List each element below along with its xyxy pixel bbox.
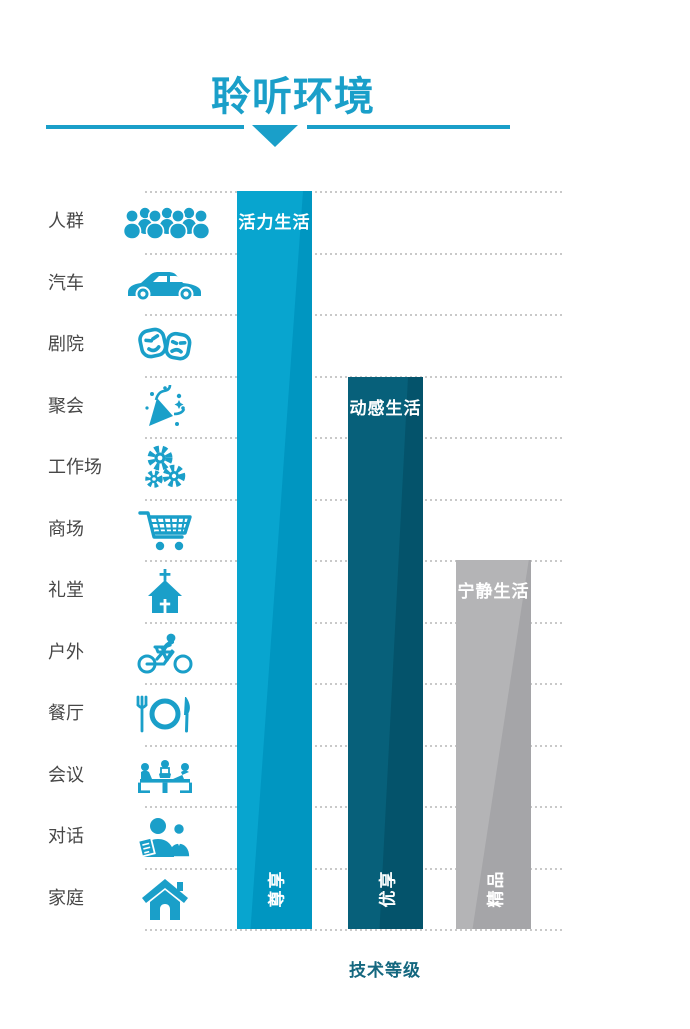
gridline xyxy=(145,252,563,255)
gridline xyxy=(145,314,563,316)
conversation-icon xyxy=(106,813,224,861)
church-icon xyxy=(106,567,224,615)
row-label-conversation: 对话 xyxy=(48,826,84,847)
row-label-party: 聚会 xyxy=(48,396,84,417)
car-icon xyxy=(106,260,224,308)
bar-shade xyxy=(250,191,312,929)
row-label-home: 家庭 xyxy=(48,888,84,909)
divider-line-left xyxy=(46,125,244,129)
home-icon xyxy=(106,875,224,923)
bar-shade xyxy=(379,377,423,929)
row-label-car: 汽车 xyxy=(48,273,84,294)
shopping-cart-icon xyxy=(106,506,224,554)
bar-top-label: 动感生活 xyxy=(349,399,422,419)
row-label-auditorium: 礼堂 xyxy=(48,580,84,601)
theater-masks-icon xyxy=(106,321,224,369)
bar-quiet-life: 宁静生活 精品 xyxy=(456,560,531,929)
bar-active-life: 活力生活 尊享 xyxy=(237,191,312,929)
bar-bottom-label: 优享 xyxy=(378,869,398,908)
row-label-theater: 剧院 xyxy=(48,334,84,355)
x-axis-label: 技术等级 xyxy=(349,961,421,981)
party-icon xyxy=(106,383,224,431)
cyclist-icon xyxy=(106,629,224,677)
page-title: 聆听环境 xyxy=(211,74,375,120)
meeting-icon xyxy=(106,752,224,800)
bar-dynamic-life: 动感生活 优享 xyxy=(348,377,423,929)
crowd-icon xyxy=(106,198,224,246)
gridline xyxy=(145,375,563,378)
gridline xyxy=(145,191,563,193)
bar-top-label: 宁静生活 xyxy=(457,582,530,602)
gears-icon xyxy=(106,444,224,492)
row-label-mall: 商场 xyxy=(48,519,84,540)
bar-bottom-label: 尊享 xyxy=(267,869,287,908)
down-triangle-icon xyxy=(252,125,298,147)
gridline xyxy=(145,929,563,931)
row-label-meeting: 会议 xyxy=(48,765,84,786)
bar-bottom-label: 精品 xyxy=(486,869,506,908)
row-label-restaurant: 餐厅 xyxy=(48,703,84,724)
bar-top-label: 活力生活 xyxy=(238,213,311,233)
row-label-workplace: 工作场 xyxy=(48,457,102,478)
row-label-crowd: 人群 xyxy=(48,211,84,232)
divider-line-right xyxy=(307,125,510,129)
restaurant-icon xyxy=(106,690,224,738)
row-label-outdoor: 户外 xyxy=(48,642,84,663)
